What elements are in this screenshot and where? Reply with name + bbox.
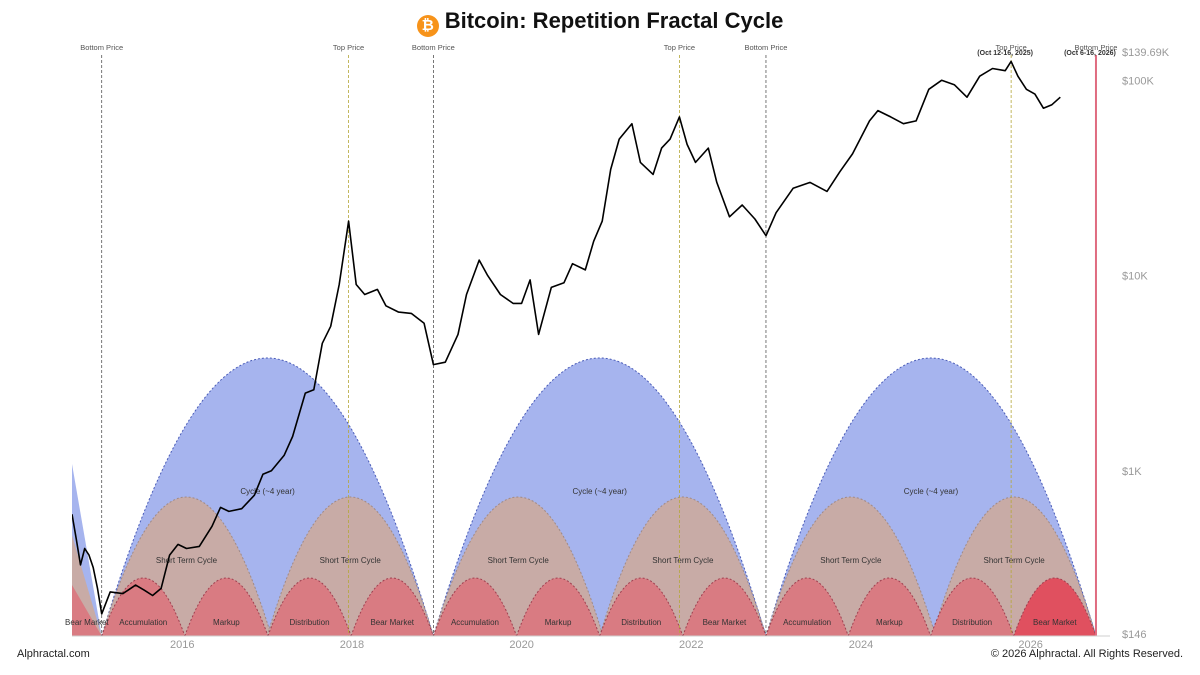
phase-arch-6 [516,577,601,636]
short-cycle-label: Short Term Cycle [652,556,714,565]
marker-label-6: Bottom Price [1075,43,1118,52]
chart-title-text: Bitcoin: Repetition Fractal Cycle [444,8,784,33]
phase-arch-1 [101,577,186,636]
short-cycle-label: Short Term Cycle [156,556,218,565]
phase-label: Distribution [290,618,330,627]
chart-title: ₿ Bitcoin: Repetition Fractal Cycle [0,8,1200,37]
marker-label-4: Bottom Price [744,43,787,52]
marker-label-3: Top Price [664,43,695,52]
footer-copyright: © 2026 Alphractal. All Rights Reserved. [990,648,1183,660]
y-tick-label: $139.69K [1122,47,1170,59]
cycle-label: Cycle (~4 year) [572,487,627,496]
phase-arch-5 [432,577,518,636]
y-tick-label: $10K [1122,271,1148,283]
phase-arch-9 [765,577,849,636]
x-tick-label: 2018 [340,639,364,651]
short-cycle-label: Short Term Cycle [820,556,882,565]
btc-price-line [72,60,1061,615]
region-labels: Cycle (~4 year) Cycle (~4 year) Cycle (~4 … [65,487,1077,627]
marker-label-1: Top Price [333,43,364,52]
marker-sublabel-6: (Oct 6-16, 2026) [1064,50,1116,57]
phase-arch-4 [350,577,434,636]
marker-label-5: Top Price [996,43,1027,52]
phase-arch-0 [72,585,102,636]
marker-label-0: Bottom Price [80,43,123,52]
phase-arch-7 [599,577,684,636]
phase-arch-2 [184,577,269,636]
cycle-label: Cycle (~4 year) [904,487,959,496]
short-cycle-label: Short Term Cycle [320,556,382,565]
phase-label: Accumulation [783,618,831,627]
phase-arch-11 [930,577,1015,636]
phase-label: Bear Market [1033,618,1077,627]
phase-arch-3 [267,577,352,636]
x-tick-label: 2020 [509,639,533,651]
axes: 2016 2018 2020 2022 2024 2026 $139.69K $100K $10… [72,47,1170,651]
x-tick-label: 2016 [170,639,194,651]
vertical-markers: Bottom Price Top Price Bottom Price Top Pri… [80,43,1117,636]
phase-label: Distribution [621,618,661,627]
phase-label: Markup [213,618,240,627]
y-tick-label: $146 [1122,629,1146,641]
price-series [72,60,1061,615]
x-tick-label: 2026 [1018,639,1042,651]
bitcoin-icon: ₿ [416,15,439,37]
x-tick-label: 2024 [849,639,873,651]
phase-label: Markup [545,618,572,627]
marker-sublabel-5: (Oct 12-16, 2025) [977,50,1033,57]
phase-label: Bear Market [65,618,109,627]
marker-label-2: Bottom Price [412,43,455,52]
phase-label: Bear Market [370,618,414,627]
y-tick-label: $1K [1122,466,1142,478]
footer-source: Alphractal.com [17,648,90,660]
x-tick-label: 2022 [679,639,703,651]
phase-arches [72,577,1097,636]
phase-label: Accumulation [451,618,499,627]
phase-arch-8 [682,577,767,636]
y-tick-label: $100K [1122,75,1154,87]
phase-arch-12 [1013,577,1097,636]
phase-label: Markup [876,618,903,627]
phase-label: Distribution [952,618,992,627]
cycle-label: Cycle (~4 year) [240,487,295,496]
phase-arch-10 [847,577,932,636]
phase-label: Accumulation [119,618,167,627]
short-cycle-label: Short Term Cycle [488,556,550,565]
short-cycle-label: Short Term Cycle [984,556,1046,565]
phase-label: Bear Market [703,618,747,627]
